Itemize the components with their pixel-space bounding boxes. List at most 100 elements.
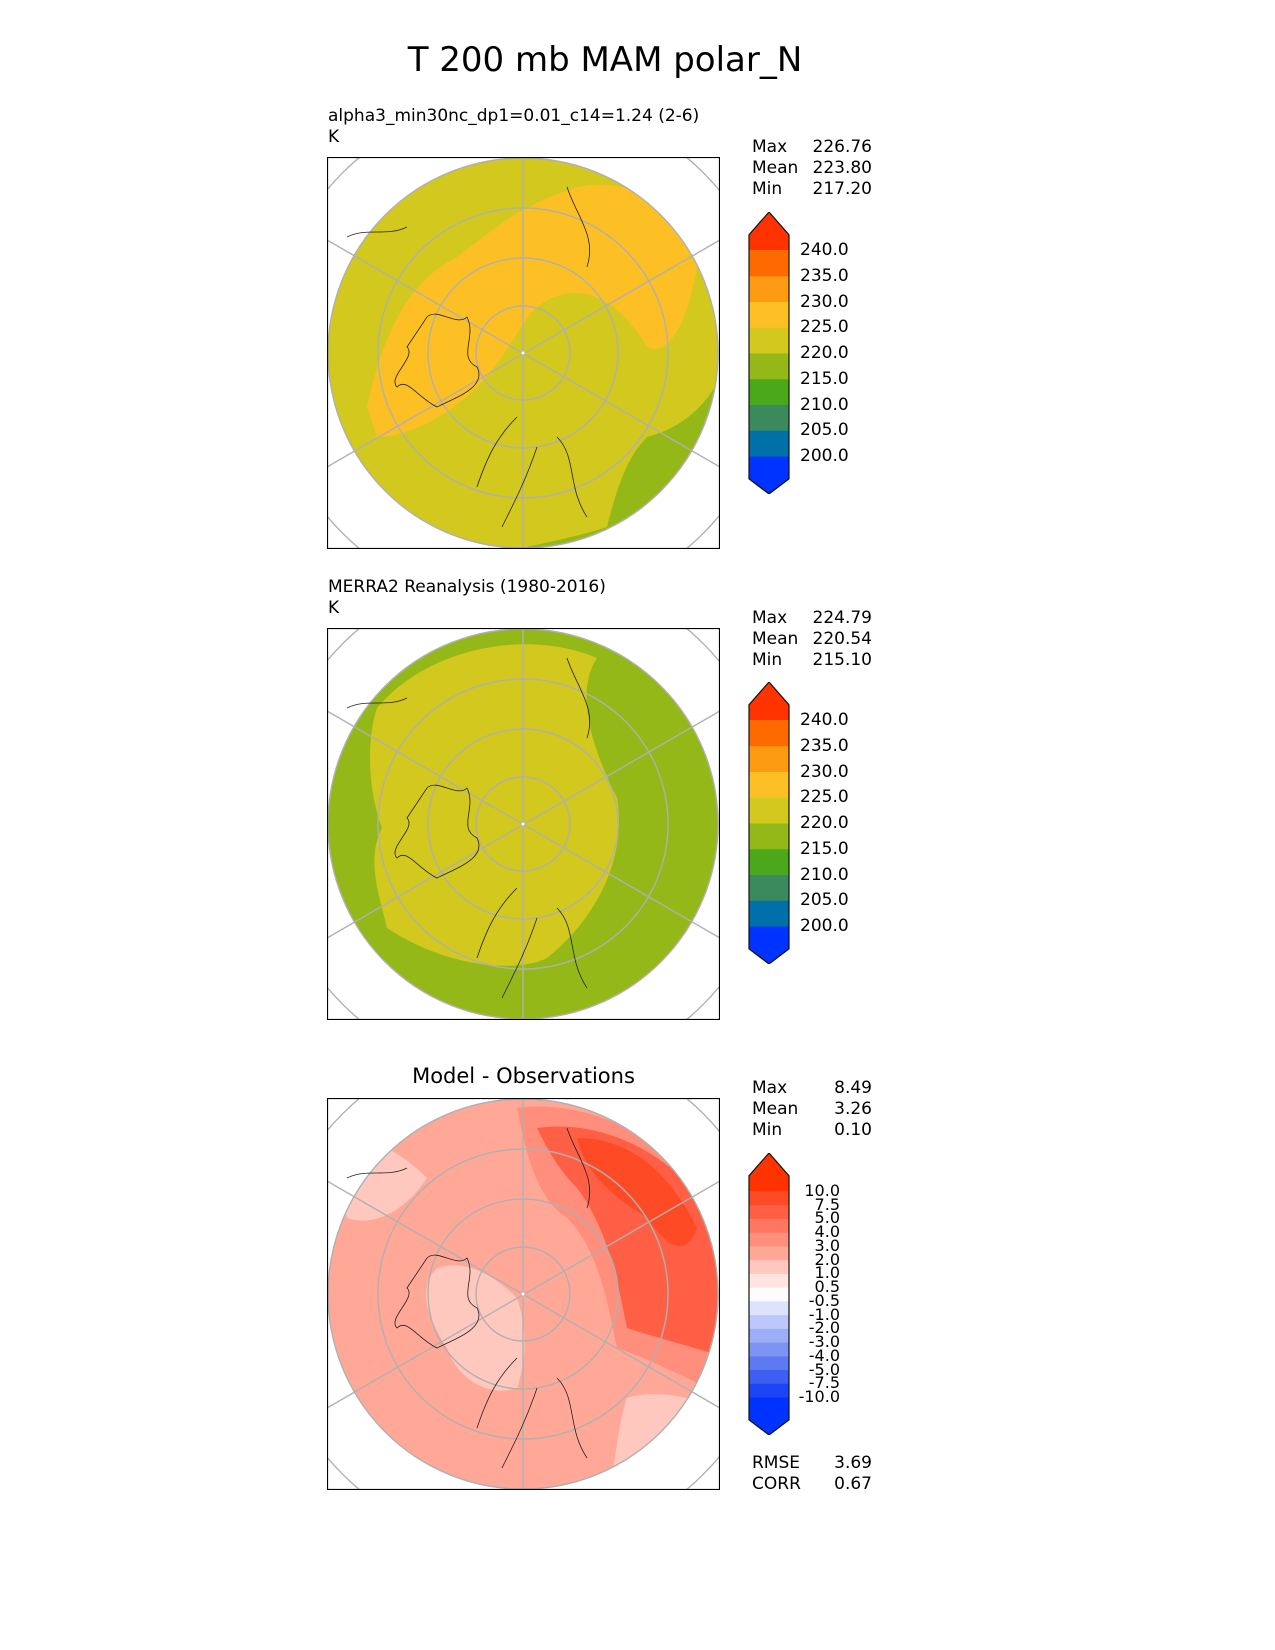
- panel-1-title: alpha3_min30nc_dp1=0.01_c14=1.24 (2-6) K: [328, 106, 699, 148]
- colorbar-body: [748, 212, 790, 494]
- colorbar-tick-label: 235.0: [800, 265, 849, 286]
- stat-value: 223.80: [812, 158, 872, 178]
- colorbar-segment: [749, 378, 789, 405]
- panel-2-units: K: [328, 598, 340, 618]
- colorbar-extend-min: [749, 926, 789, 964]
- coastlines: [346, 186, 591, 528]
- panel-2-colorbar: 200.0 205.0 210.0 215.0 220.0 225.0 230.0 235.0…: [748, 682, 858, 964]
- colorbar-tick-label: -10.0: [798, 1387, 840, 1406]
- metric-label: CORR: [752, 1474, 801, 1494]
- colorbar-segment: [749, 1191, 789, 1206]
- field-1-2: [426, 1265, 525, 1391]
- panel-3-map: [327, 1098, 720, 1490]
- stat-value: 226.76: [812, 137, 872, 157]
- colorbar-segment: [749, 823, 789, 850]
- colorbar-tick-label: 235.0: [800, 735, 849, 756]
- colorbar-segment: [749, 1273, 789, 1288]
- panel-2-name: MERRA2 Reanalysis (1980-2016): [328, 577, 606, 597]
- panel-2-map: [327, 628, 720, 1020]
- colorbar-segment: [749, 275, 789, 302]
- colorbar-segment: [749, 430, 789, 457]
- panel-2-title: MERRA2 Reanalysis (1980-2016) K: [328, 577, 606, 619]
- colorbar-tick-label: 220.0: [800, 343, 849, 363]
- colorbar-segment: [749, 1314, 789, 1329]
- stat-label: Max: [752, 137, 788, 157]
- stat-label: Mean: [752, 1099, 799, 1119]
- colorbar-segment: [749, 1204, 789, 1219]
- field-220-225: [370, 644, 619, 966]
- colorbar-segment: [749, 1232, 789, 1247]
- colorbar-tick-label: 230.0: [800, 761, 849, 782]
- colorbar-tick-label: 10.0: [804, 1181, 840, 1200]
- stat-value: 217.20: [812, 179, 872, 199]
- colorbar-tick-label: 230.0: [800, 291, 849, 312]
- colorbar-tick-label: -7.5: [808, 1373, 840, 1393]
- stat-label: Mean: [752, 158, 799, 178]
- panel-1-units: K: [328, 127, 340, 147]
- colorbar-tick-label: 205.0: [800, 890, 849, 911]
- colorbar-tick-label: 5.0: [814, 1208, 840, 1228]
- colorbar-tick-label: -4.0: [808, 1345, 840, 1365]
- colorbar-segment: [749, 1245, 789, 1261]
- colorbar-tick-label: 210.0: [800, 394, 849, 415]
- colorbar-segment: [749, 1383, 789, 1398]
- colorbar-segment: [749, 404, 789, 431]
- colorbar-segment: [749, 900, 789, 927]
- colorbar-tick-label: 205.0: [800, 420, 849, 441]
- colorbar-segment: [749, 874, 789, 901]
- stat-value: 215.10: [812, 650, 872, 670]
- stat-label: Min: [752, 1120, 783, 1140]
- colorbar-tick-label: 200.0: [800, 916, 849, 936]
- panel-1-colorbar: 200.0 205.0 210.0 215.0 220.0 225.0 230.0 235.0…: [748, 212, 858, 494]
- colorbar-segment: [749, 1259, 789, 1274]
- panel-1-name: alpha3_min30nc_dp1=0.01_c14=1.24 (2-6): [328, 106, 700, 126]
- colorbar-segment: [749, 848, 789, 875]
- panel-3-stats: Max 8.49 Mean 3.26 Min 0.10: [752, 1078, 872, 1141]
- colorbar-extend-max: [749, 682, 789, 720]
- stat-value: 8.49: [834, 1078, 872, 1098]
- colorbar-segment: [749, 720, 789, 747]
- colorbar-extend-max: [749, 1153, 789, 1191]
- colorbar-tick-label: -0.5: [808, 1290, 840, 1310]
- panel-3-colorbar: -10.0 -7.5 -5.0 -4.0 -3.0 -2.0 -1.0 -0.5 0.5 1.0 2…: [748, 1153, 858, 1435]
- colorbar-extend-min: [749, 1397, 789, 1435]
- colorbar-segment: [749, 771, 789, 798]
- colorbar-segment: [749, 797, 789, 824]
- colorbar-tick-label: 7.5: [814, 1194, 840, 1214]
- colorbar-segment: [749, 1287, 789, 1302]
- colorbar-segment: [749, 1355, 789, 1371]
- colorbar-segment: [749, 301, 789, 328]
- colorbar-segment: [749, 1342, 789, 1357]
- stat-value: 3.26: [834, 1099, 872, 1119]
- colorbar-tick-label: 225.0: [800, 317, 849, 338]
- colorbar-tick-label: 220.0: [800, 813, 849, 833]
- colorbar-segment: [749, 745, 789, 772]
- colorbar-tick-label: -5.0: [808, 1359, 840, 1379]
- coastlines: [346, 1127, 591, 1469]
- colorbar-segment: [749, 1369, 789, 1384]
- field-5-7.5: [537, 1126, 718, 1358]
- panel-3-metrics: RMSE 3.69 CORR 0.67: [752, 1453, 872, 1495]
- colorbar-tick-label: -2.0: [808, 1318, 840, 1338]
- panel-1-stats: Max 226.76 Mean 223.80 Min 217.20: [752, 137, 872, 200]
- stat-label: Min: [752, 179, 783, 199]
- colorbar-tick-label: 240.0: [800, 240, 849, 260]
- colorbar-segment: [749, 327, 789, 354]
- colorbar-tick-label: 1.0: [814, 1263, 840, 1283]
- colorbar-tick-label: 225.0: [800, 787, 849, 808]
- colorbar-tick-label: 210.0: [800, 864, 849, 885]
- colorbar-tick-label: 3.0: [814, 1235, 840, 1255]
- field-1-2-south: [607, 1394, 718, 1489]
- stat-value: 0.10: [834, 1120, 872, 1140]
- stat-label: Mean: [752, 629, 799, 649]
- colorbar-segment: [749, 1300, 789, 1316]
- field-225-230: [367, 184, 697, 437]
- colorbar-tick-label: -1.0: [808, 1304, 840, 1324]
- panel-1-map: [327, 157, 720, 549]
- colorbar-tick-label: 215.0: [800, 838, 849, 859]
- panel-2-stats: Max 224.79 Mean 220.54 Min 215.10: [752, 608, 872, 671]
- stat-label: Max: [752, 608, 788, 628]
- colorbar-tick-label: -3.0: [808, 1332, 840, 1352]
- metric-value: 3.69: [834, 1453, 872, 1473]
